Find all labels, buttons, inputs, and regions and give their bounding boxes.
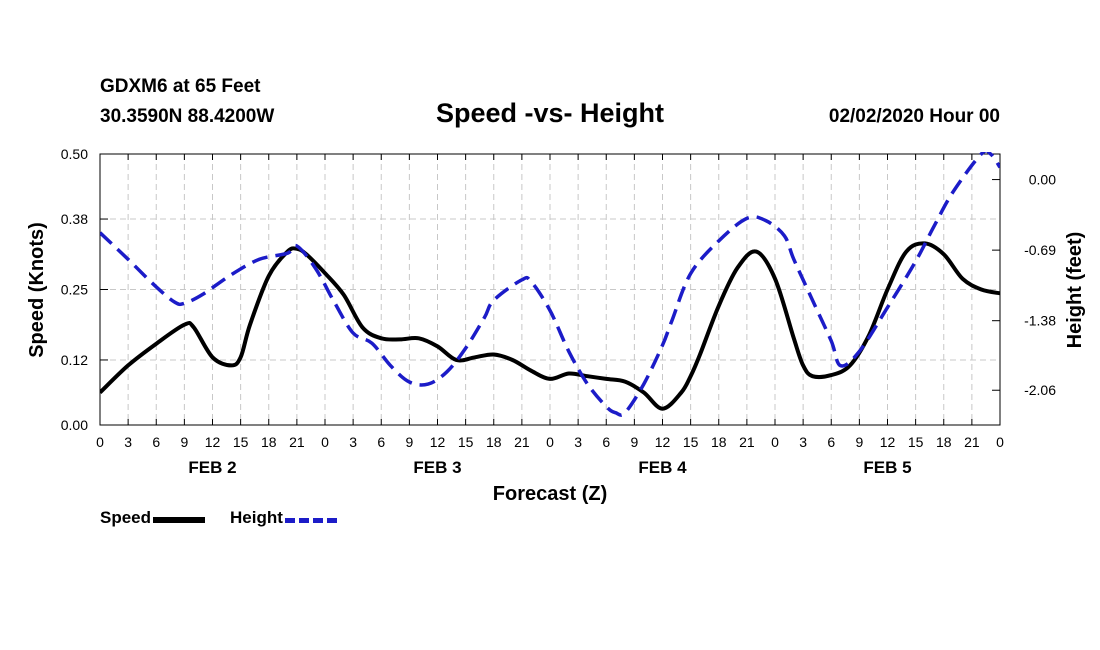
x-tick-label: 0 [96,434,104,450]
legend-height-swatch [284,517,337,523]
x-tick-label: 3 [349,434,357,450]
x-tick-label: 0 [996,434,1004,450]
x-tick-label: 9 [180,434,188,450]
x-tick-label: 0 [321,434,329,450]
x-tick-label: 9 [630,434,638,450]
day-label: FEB 4 [638,458,687,477]
y2-tick-label: -1.38 [1024,313,1056,329]
legend-height-label: Height [230,508,283,527]
y-tick-label: 0.25 [61,282,88,298]
x-tick-label: 6 [827,434,835,450]
x-tick-label: 3 [574,434,582,450]
chart-title: Speed -vs- Height [0,98,1100,129]
coordinates-label: 30.3590N 88.4200W [100,106,275,127]
y-tick-label: 0.38 [61,211,88,227]
x-tick-label: 6 [602,434,610,450]
legend-speed-swatch [153,517,206,523]
x-tick-label: 21 [514,434,530,450]
speed-series-line [100,241,1000,411]
x-tick-label: 12 [430,434,446,450]
grid [100,154,1000,425]
series-layer [100,152,1000,417]
chart-title-text: Speed -vs- Height [435,98,665,128]
day-label: FEB 5 [863,458,911,477]
day-label: FEB 2 [188,458,236,477]
x-tick-label: 21 [289,434,305,450]
x-tick-label: 15 [683,434,699,450]
legend-height: Height [230,508,337,528]
x-tick-label: 12 [205,434,221,450]
y-tick-label: 0.12 [61,352,88,368]
y-axis-label: Speed (Knots) [26,222,48,358]
x-tick-label: 9 [405,434,413,450]
x-tick-label: 6 [152,434,160,450]
x-tick-label: 6 [377,434,385,450]
x-tick-label: 15 [458,434,474,450]
legend-speed-label: Speed [100,508,152,527]
x-tick-label: 3 [124,434,132,450]
y2-tick-label: -0.69 [1024,242,1056,258]
x-axis-label: Forecast (Z) [493,483,607,505]
height-series-line [100,152,1000,417]
station-label: GDXM6 at 65 Feet [100,76,261,97]
y2-tick-label: -2.06 [1024,382,1056,398]
x-tick-label: 21 [964,434,980,450]
x-tick-label: 0 [771,434,779,450]
x-tick-label: 21 [739,434,755,450]
x-tick-label: 0 [546,434,554,450]
axis-ticks: 0 3 6 9 12 15 18 21 0 3 6 9 12 15 18 21 0 3 6 9 12 15 18 21 0 3 6 9… [61,146,1056,477]
x-tick-label: 15 [908,434,924,450]
x-tick-label: 12 [655,434,671,450]
x-tick-label: 9 [855,434,863,450]
y2-axis-label: Height (feet) [1064,232,1086,349]
x-tick-label: 18 [261,434,277,450]
y-tick-label: 0.50 [61,146,88,162]
y2-tick-label: 0.00 [1029,172,1056,188]
forecast-datetime: 02/02/2020 Hour 00 [828,106,1000,127]
day-label: FEB 3 [413,458,461,477]
x-tick-label: 18 [711,434,727,450]
x-tick-label: 15 [233,434,249,450]
legend-speed: Speed [100,508,206,528]
y-tick-label: 0.00 [61,417,88,433]
x-tick-label: 3 [799,434,807,450]
x-tick-label: 12 [880,434,896,450]
x-tick-label: 18 [486,434,502,450]
x-tick-label: 18 [936,434,952,450]
